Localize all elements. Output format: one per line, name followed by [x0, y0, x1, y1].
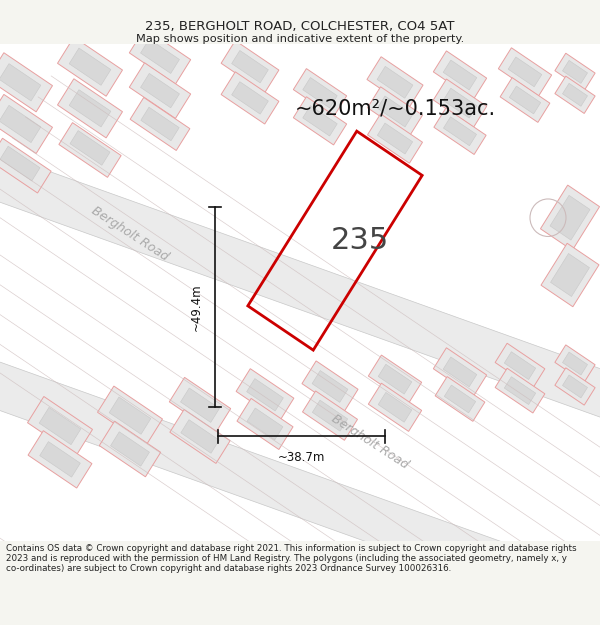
Polygon shape [368, 383, 422, 431]
Polygon shape [367, 87, 422, 136]
Polygon shape [70, 131, 110, 165]
Polygon shape [98, 386, 163, 445]
Polygon shape [236, 369, 294, 421]
Polygon shape [237, 398, 293, 449]
Polygon shape [232, 51, 268, 83]
Text: ~49.4m: ~49.4m [190, 284, 203, 331]
Polygon shape [499, 48, 551, 96]
Polygon shape [303, 78, 337, 108]
Polygon shape [443, 117, 476, 146]
Polygon shape [221, 41, 279, 92]
Polygon shape [508, 57, 542, 87]
Polygon shape [140, 73, 179, 108]
Polygon shape [443, 60, 477, 90]
Polygon shape [443, 88, 477, 118]
Polygon shape [247, 379, 283, 411]
Polygon shape [563, 61, 587, 83]
Text: Map shows position and indicative extent of the property.: Map shows position and indicative extent… [136, 34, 464, 44]
Polygon shape [504, 352, 536, 379]
Polygon shape [550, 196, 590, 240]
Polygon shape [302, 391, 358, 440]
Polygon shape [500, 78, 550, 122]
Polygon shape [367, 57, 423, 108]
Text: 235: 235 [331, 226, 389, 255]
Polygon shape [0, 94, 52, 154]
Polygon shape [221, 72, 279, 124]
Polygon shape [435, 377, 485, 421]
Polygon shape [563, 352, 587, 375]
Polygon shape [303, 106, 337, 136]
Polygon shape [0, 146, 40, 181]
Polygon shape [0, 149, 600, 422]
Text: 235, BERGHOLT ROAD, COLCHESTER, CO4 5AT: 235, BERGHOLT ROAD, COLCHESTER, CO4 5AT [145, 21, 455, 33]
Polygon shape [551, 254, 589, 296]
Polygon shape [495, 368, 545, 413]
Text: ~38.7m: ~38.7m [278, 451, 325, 464]
Polygon shape [509, 86, 541, 114]
Polygon shape [377, 96, 413, 127]
Polygon shape [555, 368, 595, 405]
Polygon shape [302, 361, 358, 412]
Polygon shape [377, 123, 413, 154]
Text: Bergholt Road: Bergholt Road [329, 412, 411, 471]
Polygon shape [58, 79, 122, 138]
Polygon shape [377, 66, 413, 98]
Polygon shape [247, 408, 283, 440]
Polygon shape [0, 138, 51, 193]
Polygon shape [367, 114, 422, 163]
Polygon shape [433, 79, 487, 128]
Polygon shape [504, 377, 536, 404]
Polygon shape [130, 98, 190, 151]
Polygon shape [541, 243, 599, 307]
Polygon shape [28, 431, 92, 488]
Polygon shape [378, 392, 412, 422]
Polygon shape [0, 52, 52, 112]
Polygon shape [130, 28, 191, 84]
Polygon shape [69, 48, 111, 85]
Polygon shape [444, 385, 476, 413]
Polygon shape [0, 106, 41, 142]
Polygon shape [293, 69, 347, 117]
Polygon shape [555, 345, 595, 382]
Polygon shape [293, 97, 347, 145]
Polygon shape [433, 348, 487, 396]
Polygon shape [110, 432, 149, 466]
Polygon shape [69, 90, 111, 127]
Polygon shape [141, 107, 179, 141]
Text: ~620m²/~0.153ac.: ~620m²/~0.153ac. [295, 98, 496, 118]
Polygon shape [555, 76, 595, 114]
Polygon shape [495, 343, 545, 388]
Polygon shape [170, 409, 230, 463]
Polygon shape [100, 421, 161, 477]
Polygon shape [563, 375, 587, 398]
Polygon shape [40, 442, 80, 477]
Polygon shape [140, 39, 179, 74]
Polygon shape [39, 408, 81, 444]
Polygon shape [555, 53, 595, 91]
Polygon shape [434, 108, 486, 154]
Polygon shape [368, 355, 422, 403]
Polygon shape [443, 357, 477, 387]
Polygon shape [130, 62, 191, 119]
Polygon shape [433, 51, 487, 99]
Polygon shape [169, 378, 230, 433]
Polygon shape [181, 420, 219, 453]
Polygon shape [109, 397, 151, 434]
Polygon shape [181, 388, 220, 422]
Polygon shape [59, 122, 121, 177]
Polygon shape [378, 364, 412, 394]
Text: Contains OS data © Crown copyright and database right 2021. This information is : Contains OS data © Crown copyright and d… [6, 544, 577, 573]
Polygon shape [312, 371, 348, 402]
Polygon shape [541, 185, 599, 251]
Polygon shape [0, 357, 600, 625]
Polygon shape [563, 83, 587, 106]
Polygon shape [232, 82, 268, 114]
Polygon shape [313, 400, 347, 431]
Polygon shape [28, 396, 92, 456]
Text: Bergholt Road: Bergholt Road [89, 204, 171, 263]
Polygon shape [58, 37, 122, 96]
Polygon shape [0, 64, 41, 101]
